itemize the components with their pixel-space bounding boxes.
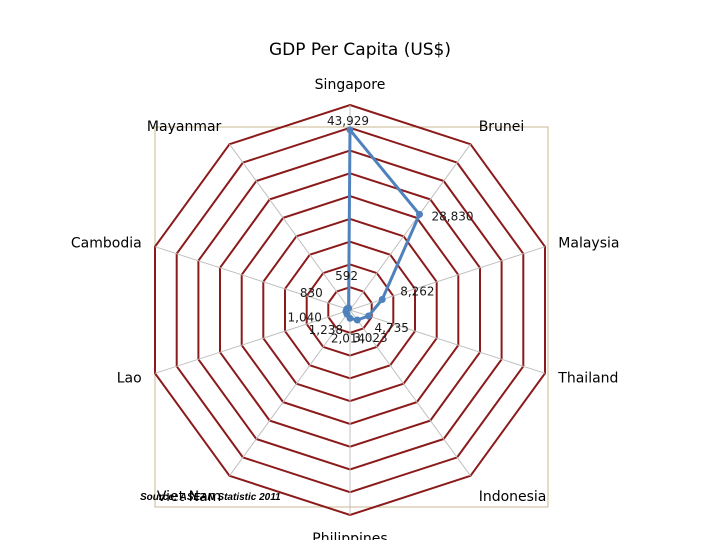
category-label: Philippines <box>312 531 387 540</box>
data-label: 1,238 <box>309 323 343 337</box>
category-label: Lao <box>117 371 142 387</box>
data-label: 1,040 <box>288 310 322 324</box>
category-label: Brunei <box>479 119 525 135</box>
data-point <box>416 210 423 218</box>
data-point <box>378 296 386 303</box>
category-label: Singapore <box>315 77 386 93</box>
data-point <box>365 312 372 320</box>
chart-title: GDP Per Capita (US$) <box>269 40 451 60</box>
data-label: 43,929 <box>327 114 369 128</box>
axis-spoke <box>349 309 471 477</box>
data-label: 8,262 <box>400 285 434 299</box>
data-label: 28,830 <box>432 209 474 223</box>
axis-spoke <box>229 143 351 311</box>
axis-spoke <box>349 309 546 374</box>
data-labels: 43,929 28,830 8,262 4,7353,0232,0141,2381,0… <box>288 114 474 345</box>
category-label: Mayanmar <box>147 119 222 135</box>
data-label: 830 <box>300 286 323 300</box>
data-label: 3,023 <box>353 331 387 345</box>
axis-spoke <box>349 143 471 311</box>
data-label: 2,014 <box>331 331 365 345</box>
data-label: 4,735 <box>375 321 409 335</box>
category-label: Malaysia <box>558 235 619 251</box>
radar-points <box>342 126 423 324</box>
axis-spoke <box>154 309 351 374</box>
category-label: Indonesia <box>479 489 547 505</box>
data-point <box>353 316 361 324</box>
axis-spoke <box>154 246 351 311</box>
category-label: Cambodia <box>71 235 142 251</box>
source-note: Source: ASEAN Statistic 2011 <box>140 492 281 503</box>
category-label: Viet Nam <box>157 489 221 505</box>
data-label: 592 <box>335 269 358 283</box>
data-point <box>346 126 354 134</box>
category-label: Thailand <box>557 371 618 387</box>
axis-spoke <box>229 309 351 477</box>
data-point <box>345 304 353 312</box>
